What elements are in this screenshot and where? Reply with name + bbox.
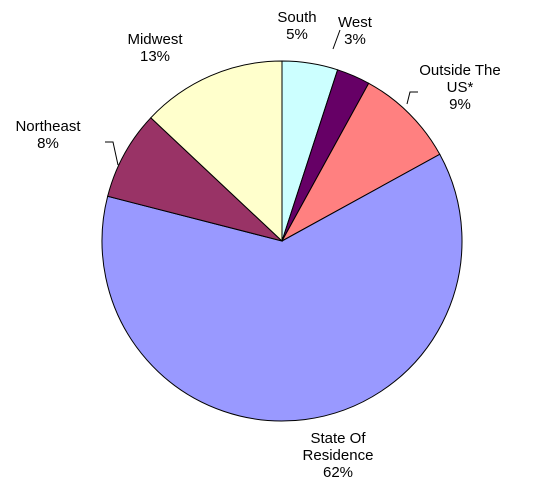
slice-value-west: 3% bbox=[344, 31, 366, 48]
slice-label-line: Outside The bbox=[419, 62, 500, 79]
pie-slice-midwest bbox=[150, 60, 283, 243]
leader-line-outside-the-us bbox=[406, 91, 418, 105]
slice-label-line: Residence bbox=[303, 447, 374, 464]
pie-slice-outside-the-us bbox=[280, 82, 441, 243]
slice-label-line: State Of bbox=[310, 430, 366, 447]
slice-label-outside-the-us: Outside The US* 9% bbox=[419, 62, 500, 113]
pie-slice-state-of-residence bbox=[101, 153, 463, 422]
slice-label-south: South 5% bbox=[277, 9, 316, 43]
slice-label-line: West bbox=[338, 14, 373, 31]
leader-lines-layer bbox=[105, 29, 418, 166]
pie-slice-northeast bbox=[107, 117, 283, 242]
slice-value-outside-the-us: 9% bbox=[449, 96, 471, 113]
slice-value-northeast: 8% bbox=[37, 135, 59, 152]
slice-labels-layer: South 5% West 3% Outside The US* 9% State Of Res… bbox=[15, 9, 500, 481]
slice-label-northeast: Northeast 8% bbox=[15, 118, 81, 152]
leader-line-west bbox=[332, 29, 341, 50]
leader-line-northeast bbox=[105, 141, 119, 166]
slice-value-midwest: 13% bbox=[140, 48, 170, 65]
slice-label-state-of-residence: State Of Residence 62% bbox=[303, 430, 374, 481]
slice-label-west: West 3% bbox=[338, 14, 373, 48]
slice-label-line: Northeast bbox=[15, 118, 81, 135]
slice-label-line: South bbox=[277, 9, 316, 26]
slice-value-state-of-residence: 62% bbox=[323, 464, 353, 481]
slice-label-line: US* bbox=[447, 79, 474, 96]
slice-value-south: 5% bbox=[286, 26, 308, 43]
slices-layer bbox=[101, 60, 463, 422]
slice-label-line: Midwest bbox=[127, 31, 183, 48]
slice-label-midwest: Midwest 13% bbox=[127, 31, 183, 65]
